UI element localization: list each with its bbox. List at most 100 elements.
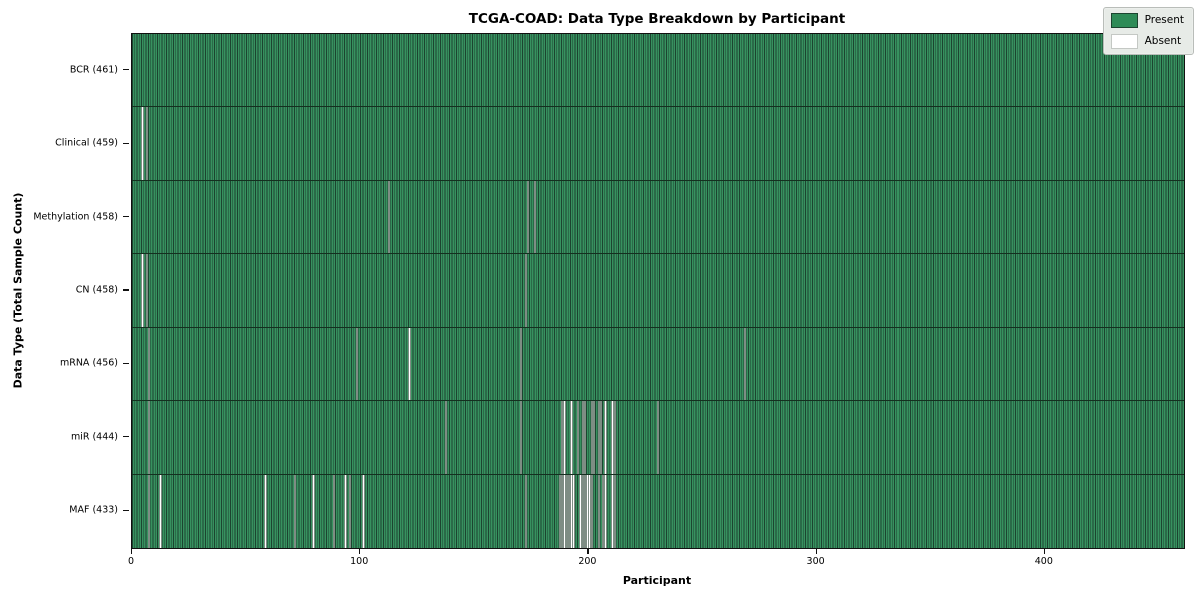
absent-cell	[586, 474, 589, 548]
absent-cell	[576, 401, 580, 474]
y-tick-mark	[123, 509, 129, 511]
heatmap-plot-area	[131, 33, 1185, 549]
legend-entry-absent: Absent	[1110, 34, 1184, 49]
heatmap-row-maf	[132, 474, 1184, 548]
absent-cell	[387, 180, 390, 254]
absent-cell	[355, 327, 359, 401]
absent-cell	[362, 474, 365, 548]
absent-cell	[570, 474, 573, 548]
absent-cell	[602, 474, 605, 548]
y-tick-mark	[123, 215, 129, 218]
absent-cell	[561, 474, 564, 548]
absent-cell	[613, 474, 616, 548]
x-tick-mark	[815, 549, 817, 554]
y-tick-label: MAF (433)	[69, 504, 118, 516]
absent-cell	[570, 401, 573, 474]
x-tick-mark	[131, 549, 133, 554]
absent-cell	[141, 254, 144, 327]
y-tick-label: CN (458)	[75, 284, 118, 296]
absent-cell	[604, 401, 607, 474]
absent-cell	[524, 254, 527, 327]
absent-cell	[590, 474, 594, 548]
x-tick-mark	[359, 549, 361, 554]
absent-cell	[563, 401, 566, 474]
absent-cell	[444, 401, 448, 474]
present-swatch	[1110, 13, 1138, 28]
y-tick-label: BCR (461)	[69, 64, 118, 76]
absent-cell	[344, 474, 347, 548]
absent-cell	[588, 474, 591, 548]
absent-cell	[590, 401, 594, 474]
absent-cell	[561, 401, 564, 474]
y-tick-label: mRNA (456)	[59, 357, 118, 369]
absent-cell	[264, 474, 267, 548]
chart-title: TCGA-COAD: Data Type Breakdown by Partic…	[468, 11, 846, 27]
absent-cell	[524, 474, 527, 548]
absent-cell	[656, 401, 660, 474]
heatmap-row-clinical	[132, 107, 1184, 181]
x-tick-label: 100	[350, 556, 369, 567]
heatmap-row-cn	[132, 254, 1184, 328]
y-tick-mark	[123, 142, 129, 144]
absent-cell	[581, 474, 584, 548]
absent-cell	[579, 474, 582, 548]
y-tick-mark	[123, 69, 129, 71]
y-tick-label: Clinical (459)	[55, 137, 118, 149]
absent-cell	[567, 474, 571, 548]
heatmap-row-methylation	[132, 180, 1184, 255]
absent-cell	[558, 474, 562, 548]
y-axis-label: Data Type (Total Sample Count)	[11, 192, 25, 389]
absent-cell	[519, 327, 523, 401]
absent-cell	[581, 401, 584, 474]
absent-cell	[348, 474, 352, 548]
absent-cell	[597, 401, 600, 474]
absent-cell	[147, 327, 151, 401]
absent-cell	[592, 401, 596, 474]
absent-cell	[332, 474, 336, 548]
absent-swatch	[1110, 34, 1138, 49]
absent-cell	[583, 474, 587, 548]
y-tick-mark	[123, 436, 129, 438]
heatmap-row-mir	[132, 401, 1184, 475]
absent-cell	[599, 401, 603, 474]
absent-cell	[611, 401, 614, 474]
absent-cell	[141, 107, 144, 180]
absent-cell	[572, 474, 575, 548]
absent-cell	[565, 474, 568, 548]
y-tick-label: miR (444)	[70, 431, 118, 443]
heatmap-row-bcr	[132, 34, 1184, 108]
legend-label-present: Present	[1144, 14, 1184, 26]
absent-cell	[312, 474, 315, 548]
x-tick-label: 300	[806, 556, 825, 567]
x-tick-label: 200	[578, 556, 597, 567]
x-tick-mark	[1043, 549, 1045, 554]
absent-cell	[159, 474, 162, 548]
absent-cell	[526, 180, 530, 254]
absent-cell	[563, 474, 566, 548]
absent-cell	[408, 327, 411, 401]
absent-cell	[145, 107, 149, 180]
absent-cell	[294, 474, 297, 548]
absent-cell	[533, 180, 537, 254]
absent-cell	[519, 401, 523, 474]
x-tick-label: 0	[127, 556, 135, 567]
x-axis-label: Participant	[622, 574, 692, 587]
absent-cell	[147, 474, 151, 548]
x-tick-mark	[587, 549, 589, 554]
heatmap-row-mrna	[132, 327, 1184, 402]
absent-cell	[145, 254, 149, 327]
legend: Present Absent	[1102, 7, 1194, 55]
absent-cell	[597, 474, 600, 548]
y-tick-mark	[123, 362, 129, 365]
absent-cell	[743, 327, 746, 401]
y-tick-mark	[123, 289, 129, 291]
absent-cell	[147, 401, 151, 474]
absent-cell	[583, 401, 587, 474]
absent-cell	[604, 474, 607, 548]
legend-entry-present: Present	[1110, 13, 1184, 28]
y-tick-label: Methylation (458)	[33, 211, 118, 223]
x-tick-label: 400	[1034, 556, 1053, 567]
absent-cell	[613, 401, 616, 474]
legend-label-absent: Absent	[1144, 35, 1182, 47]
